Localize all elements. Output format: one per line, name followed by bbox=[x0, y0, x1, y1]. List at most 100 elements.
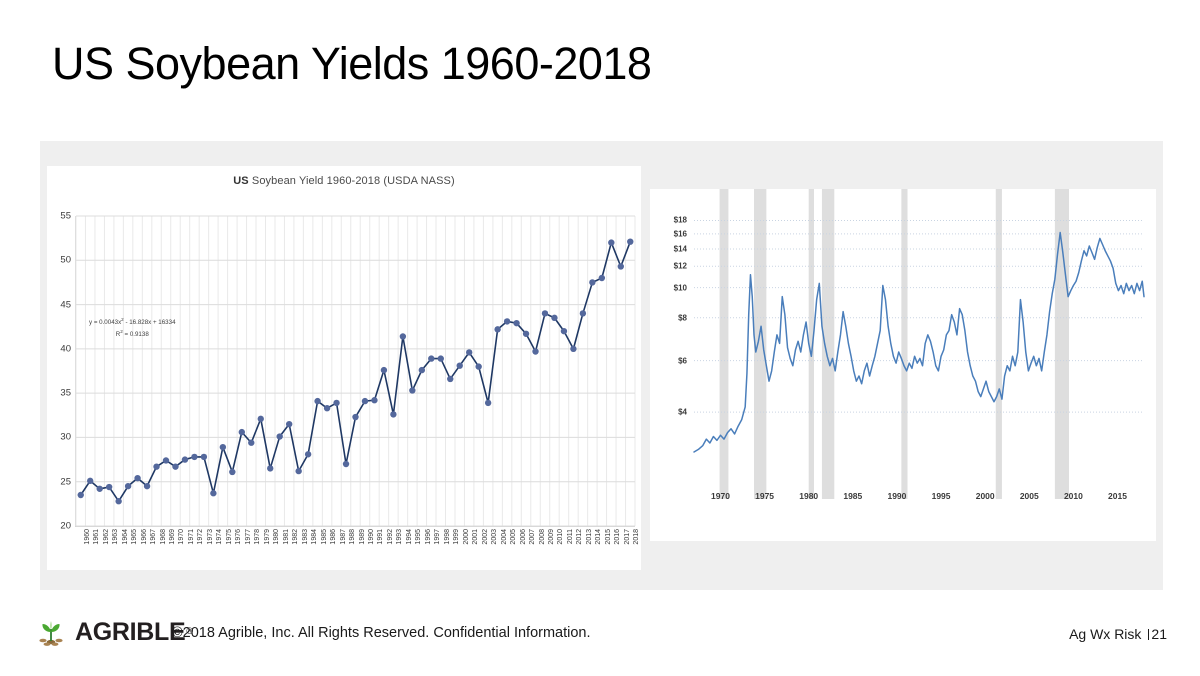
left-x-tick: 1979 bbox=[263, 529, 271, 545]
footer-right: Ag Wx Risk 21 bbox=[1069, 626, 1167, 642]
left-chart-title: US Soybean Yield 1960-2018 (USDA NASS) bbox=[47, 175, 641, 187]
right-y-tick: $14 bbox=[673, 244, 687, 254]
left-chart-title-rest: Soybean Yield 1960-2018 (USDA NASS) bbox=[248, 175, 455, 187]
left-y-tick: 50 bbox=[60, 254, 71, 266]
right-x-tick: 2010 bbox=[1063, 491, 1083, 501]
copyright-text: ©2018 Agrible, Inc. All Rights Reserved.… bbox=[172, 625, 591, 641]
left-x-tick: 2003 bbox=[491, 529, 499, 545]
left-x-tick: 1969 bbox=[169, 529, 176, 545]
brand-name-wrap: AGRIBLE® bbox=[75, 618, 193, 647]
left-x-tick: 1991 bbox=[377, 529, 385, 545]
right-x-tick: 1975 bbox=[755, 491, 775, 501]
left-x-tick: 2017 bbox=[623, 529, 631, 545]
left-y-tick: 25 bbox=[60, 476, 71, 488]
left-x-tick: 1964 bbox=[121, 529, 129, 545]
left-y-tick: 40 bbox=[60, 343, 71, 355]
left-x-tick: 2013 bbox=[585, 529, 593, 545]
left-x-tick: 2008 bbox=[538, 529, 546, 545]
left-x-tick: 2011 bbox=[566, 529, 574, 545]
sprout-icon bbox=[39, 620, 63, 646]
left-x-tick: 1961 bbox=[93, 529, 101, 545]
left-x-tick: 1983 bbox=[301, 529, 309, 545]
left-x-tick: 1988 bbox=[349, 529, 357, 545]
left-x-tick: 1978 bbox=[254, 529, 262, 545]
right-x-tick: 2000 bbox=[975, 491, 995, 501]
right-x-tick: 1980 bbox=[799, 491, 819, 501]
left-x-tick: 1974 bbox=[216, 529, 224, 545]
left-x-tick: 1982 bbox=[292, 529, 300, 545]
right-y-tick: $6 bbox=[678, 356, 687, 366]
left-x-tick: 1968 bbox=[159, 529, 167, 545]
left-x-tick: 1997 bbox=[434, 529, 442, 545]
left-x-tick: 1976 bbox=[235, 529, 243, 545]
right-y-tick: $12 bbox=[673, 261, 687, 271]
trendline-equation: y = 0.0043x2 - 16.828x + 16334 R2 = 0.91… bbox=[89, 316, 176, 339]
brand-group: AGRIBLE® bbox=[36, 618, 193, 647]
left-x-tick: 1996 bbox=[424, 529, 432, 545]
left-x-tick: 2014 bbox=[595, 529, 603, 545]
page-title: US Soybean Yields 1960-2018 bbox=[52, 38, 652, 89]
left-x-tick: 2002 bbox=[481, 529, 489, 545]
right-x-tick: 2015 bbox=[1108, 491, 1127, 501]
left-x-tick: 2006 bbox=[519, 529, 527, 545]
right-y-tick: $16 bbox=[673, 229, 687, 239]
right-x-tick: 1985 bbox=[843, 491, 863, 501]
left-x-tick: 2007 bbox=[529, 529, 537, 545]
left-x-tick: 2009 bbox=[547, 529, 555, 545]
left-x-tick: 1960 bbox=[83, 529, 91, 545]
equation-line-2: R2 = 0.9138 bbox=[115, 328, 149, 338]
left-x-tick: 2015 bbox=[604, 529, 612, 545]
left-x-tick: 1966 bbox=[140, 529, 148, 545]
left-y-tick: 20 bbox=[60, 520, 71, 532]
left-x-tick: 2016 bbox=[614, 529, 622, 545]
left-x-tick: 1998 bbox=[443, 529, 451, 545]
soybean-yield-chart: US Soybean Yield 1960-2018 (USDA NASS) 2… bbox=[47, 166, 641, 570]
right-x-tick: 1995 bbox=[931, 491, 951, 501]
right-y-tick: $4 bbox=[678, 407, 687, 417]
right-x-tick: 2005 bbox=[1019, 491, 1039, 501]
left-x-tick: 2018 bbox=[633, 529, 641, 545]
left-x-tick: 1965 bbox=[131, 529, 139, 545]
left-x-tick: 1962 bbox=[102, 529, 110, 545]
brand-name: AGRIBLE bbox=[75, 618, 186, 646]
right-x-tick: 1970 bbox=[711, 491, 730, 501]
left-x-tick: 1975 bbox=[225, 529, 233, 545]
left-chart-title-bold: US bbox=[233, 175, 249, 187]
left-y-tick: 30 bbox=[60, 431, 71, 443]
left-x-tick: 1981 bbox=[282, 529, 290, 545]
right-x-tick: 1990 bbox=[887, 491, 907, 501]
left-x-tick: 2001 bbox=[472, 529, 480, 545]
brand-trademark: ® bbox=[186, 625, 194, 636]
left-x-tick: 1970 bbox=[178, 529, 186, 545]
left-x-tick: 1973 bbox=[206, 529, 214, 545]
left-x-tick: 2004 bbox=[500, 529, 508, 545]
left-x-tick: 1999 bbox=[453, 529, 461, 545]
left-x-tick: 1993 bbox=[396, 529, 404, 545]
left-x-tick: 1985 bbox=[320, 529, 328, 545]
left-x-tick: 2012 bbox=[576, 529, 584, 545]
left-y-tick: 45 bbox=[60, 299, 71, 311]
left-y-tick: 55 bbox=[60, 210, 71, 222]
left-x-tick: 2005 bbox=[510, 529, 518, 545]
soybean-price-line-svg bbox=[694, 189, 1144, 499]
left-x-tick: 1967 bbox=[150, 529, 158, 545]
soybean-yield-line-svg bbox=[76, 216, 635, 526]
left-x-tick: 1989 bbox=[358, 529, 366, 545]
left-x-tick: 2010 bbox=[557, 529, 565, 545]
left-x-tick: 1977 bbox=[244, 529, 252, 545]
left-x-tick: 1972 bbox=[197, 529, 205, 545]
soybean-price-chart: $4 $6 $8 $10 $12 $14 $16 $18 1970 1975 1980 1985 199… bbox=[650, 189, 1156, 541]
left-x-tick: 1984 bbox=[311, 529, 319, 545]
left-x-tick: 1990 bbox=[367, 529, 375, 545]
left-x-tick: 1994 bbox=[405, 529, 413, 545]
left-plot-area: 20 25 30 35 40 45 50 55 1960 1961 1962 1963 1964 1965… bbox=[60, 211, 640, 545]
left-x-tick: 1987 bbox=[339, 529, 347, 545]
left-x-tick: 1971 bbox=[187, 529, 195, 545]
right-y-tick: $18 bbox=[673, 215, 687, 225]
right-y-tick: $8 bbox=[678, 313, 687, 323]
footer-right-label: Ag Wx Risk bbox=[1069, 626, 1142, 642]
left-x-tick: 1986 bbox=[330, 529, 338, 545]
left-x-tick: 1995 bbox=[415, 529, 423, 545]
left-x-tick: 1980 bbox=[273, 529, 281, 545]
left-x-tick: 2000 bbox=[462, 529, 470, 545]
